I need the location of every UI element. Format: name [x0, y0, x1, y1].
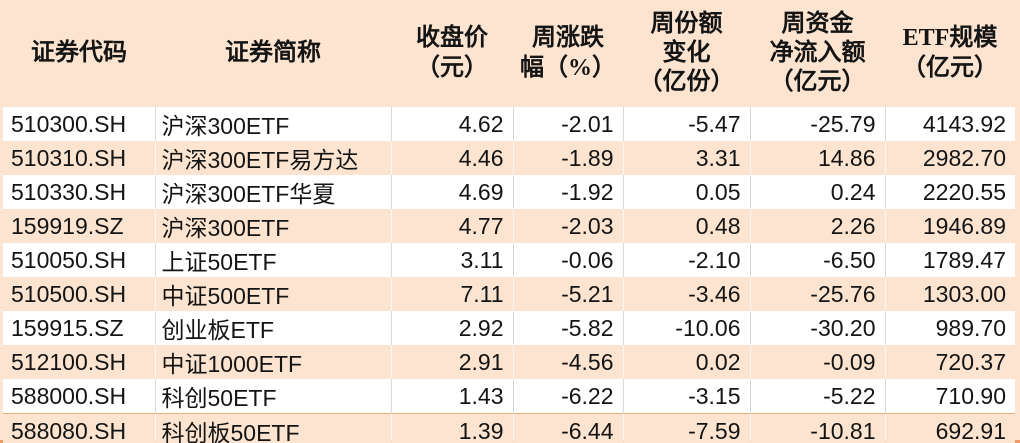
- table-row: 510330.SH 沪深300ETF华夏 4.69 -1.92 0.05 0.24 2220…: [3, 175, 1015, 209]
- cell-chg: -2.01: [513, 107, 624, 141]
- cell-share: -7.59: [623, 413, 751, 443]
- cell-close: 3.11: [391, 243, 514, 277]
- cell-scale: 1303.00: [885, 277, 1015, 311]
- cell-chg: -5.21: [513, 277, 624, 311]
- table-row: 510300.SH 沪深300ETF 4.62 -2.01 -5.47 -25.79 414…: [3, 107, 1015, 141]
- table-row: 510050.SH 上证50ETF 3.11 -0.06 -2.10 -6.50 1789.…: [3, 243, 1015, 277]
- cell-name: 沪深300ETF: [155, 209, 392, 243]
- cell-share: -3.15: [623, 379, 751, 414]
- cell-scale: 720.37: [885, 345, 1015, 379]
- cell-close: 4.69: [391, 175, 514, 209]
- cell-name: 沪深300ETF华夏: [155, 175, 392, 209]
- cell-scale: 4143.92: [885, 107, 1015, 141]
- table-row: 159919.SZ 沪深300ETF 4.77 -2.03 0.48 2.26 1946.8…: [3, 209, 1015, 243]
- cell-name: 沪深300ETF: [155, 107, 392, 141]
- cell-close: 2.91: [391, 345, 514, 379]
- cell-inflow: -30.20: [750, 311, 886, 345]
- cell-share: 0.48: [623, 209, 751, 243]
- table-row: 510500.SH 中证500ETF 7.11 -5.21 -3.46 -25.76 130…: [3, 277, 1015, 311]
- cell-scale: 710.90: [885, 379, 1015, 414]
- cell-share: 3.31: [623, 141, 751, 175]
- cell-close: 1.39: [391, 413, 514, 443]
- cell-code: 510310.SH: [3, 141, 156, 175]
- cell-share: -5.47: [623, 107, 751, 141]
- cell-inflow: 0.24: [750, 175, 886, 209]
- cell-inflow: -10.81: [750, 413, 886, 443]
- cell-chg: -4.56: [513, 345, 624, 379]
- cell-inflow: -25.76: [750, 277, 886, 311]
- cell-chg: -5.82: [513, 311, 624, 345]
- cell-code: 512100.SH: [3, 345, 156, 379]
- cell-inflow: 2.26: [750, 209, 886, 243]
- cell-inflow: -0.09: [750, 345, 886, 379]
- cell-inflow: -5.22: [750, 379, 886, 414]
- cell-share: 0.05: [623, 175, 751, 209]
- column-header-name: 证券简称: [155, 0, 391, 107]
- cell-name: 沪深300ETF易方达: [155, 141, 392, 175]
- cell-chg: -1.92: [513, 175, 624, 209]
- cell-share: 0.02: [623, 345, 751, 379]
- cell-share: -2.10: [623, 243, 751, 277]
- table-row: 512100.SH 中证1000ETF 2.91 -4.56 0.02 -0.09 720.…: [3, 345, 1015, 379]
- cell-inflow: -25.79: [750, 107, 886, 141]
- cell-inflow: 14.86: [750, 141, 886, 175]
- header-row: 证券代码 证券简称 收盘价 （元） 周涨跌 幅（%） 周份额 变化 （亿份） 周…: [3, 0, 1015, 107]
- table-row: 588000.SH 科创50ETF 1.43 -6.22 -3.15 -5.22 710.9…: [3, 379, 1015, 414]
- cell-code: 510330.SH: [3, 175, 156, 209]
- cell-code: 588080.SH: [3, 413, 156, 443]
- cell-chg: -6.22: [513, 379, 624, 414]
- cell-name: 中证500ETF: [155, 277, 392, 311]
- cell-chg: -6.44: [513, 413, 624, 443]
- cell-name: 科创50ETF: [155, 379, 392, 414]
- cell-name: 创业板ETF: [155, 311, 392, 345]
- cell-code: 510500.SH: [3, 277, 156, 311]
- column-header-close: 收盘价 （元）: [391, 0, 513, 107]
- cell-code: 510050.SH: [3, 243, 156, 277]
- table-row: 159915.SZ 创业板ETF 2.92 -5.82 -10.06 -30.20 989.…: [3, 311, 1015, 345]
- cell-code: 588000.SH: [3, 379, 156, 414]
- cell-scale: 1789.47: [885, 243, 1015, 277]
- cell-share: -10.06: [623, 311, 751, 345]
- cell-chg: -1.89: [513, 141, 624, 175]
- cell-scale: 692.91: [885, 413, 1015, 443]
- cell-code: 159915.SZ: [3, 311, 156, 345]
- cell-chg: -2.03: [513, 209, 624, 243]
- cell-share: -3.46: [623, 277, 751, 311]
- cell-close: 2.92: [391, 311, 514, 345]
- column-header-etf-scale: ETF规模 （亿元）: [885, 0, 1015, 107]
- cell-close: 4.46: [391, 141, 514, 175]
- cell-close: 4.62: [391, 107, 514, 141]
- cell-scale: 989.70: [885, 311, 1015, 345]
- cell-code: 510300.SH: [3, 107, 156, 141]
- cell-close: 7.11: [391, 277, 514, 311]
- cell-code: 159919.SZ: [3, 209, 156, 243]
- table-row: 510310.SH 沪深300ETF易方达 4.46 -1.89 3.31 14.86 29…: [3, 141, 1015, 175]
- column-header-code: 证券代码: [3, 0, 155, 107]
- cell-scale: 1946.89: [885, 209, 1015, 243]
- column-header-change: 周涨跌 幅（%）: [513, 0, 623, 107]
- cell-close: 4.77: [391, 209, 514, 243]
- cell-name: 上证50ETF: [155, 243, 392, 277]
- table-row: 588080.SH 科创板50ETF 1.39 -6.44 -7.59 -10.81 692…: [3, 413, 1015, 443]
- cell-inflow: -6.50: [750, 243, 886, 277]
- etf-table: 证券代码 证券简称 收盘价 （元） 周涨跌 幅（%） 周份额 变化 （亿份） 周…: [3, 0, 1015, 443]
- cell-name: 科创板50ETF: [155, 413, 392, 443]
- column-header-share-chg: 周份额 变化 （亿份）: [623, 0, 750, 107]
- etf-table-header: 证券代码 证券简称 收盘价 （元） 周涨跌 幅（%） 周份额 变化 （亿份） 周…: [3, 0, 1015, 107]
- cell-scale: 2982.70: [885, 141, 1015, 175]
- cell-chg: -0.06: [513, 243, 624, 277]
- column-header-net-inflow: 周资金 净流入额 （亿元）: [750, 0, 885, 107]
- cell-name: 中证1000ETF: [155, 345, 392, 379]
- etf-table-body: 510300.SH 沪深300ETF 4.62 -2.01 -5.47 -25.79 414…: [3, 107, 1015, 443]
- cell-close: 1.43: [391, 379, 514, 414]
- cell-scale: 2220.55: [885, 175, 1015, 209]
